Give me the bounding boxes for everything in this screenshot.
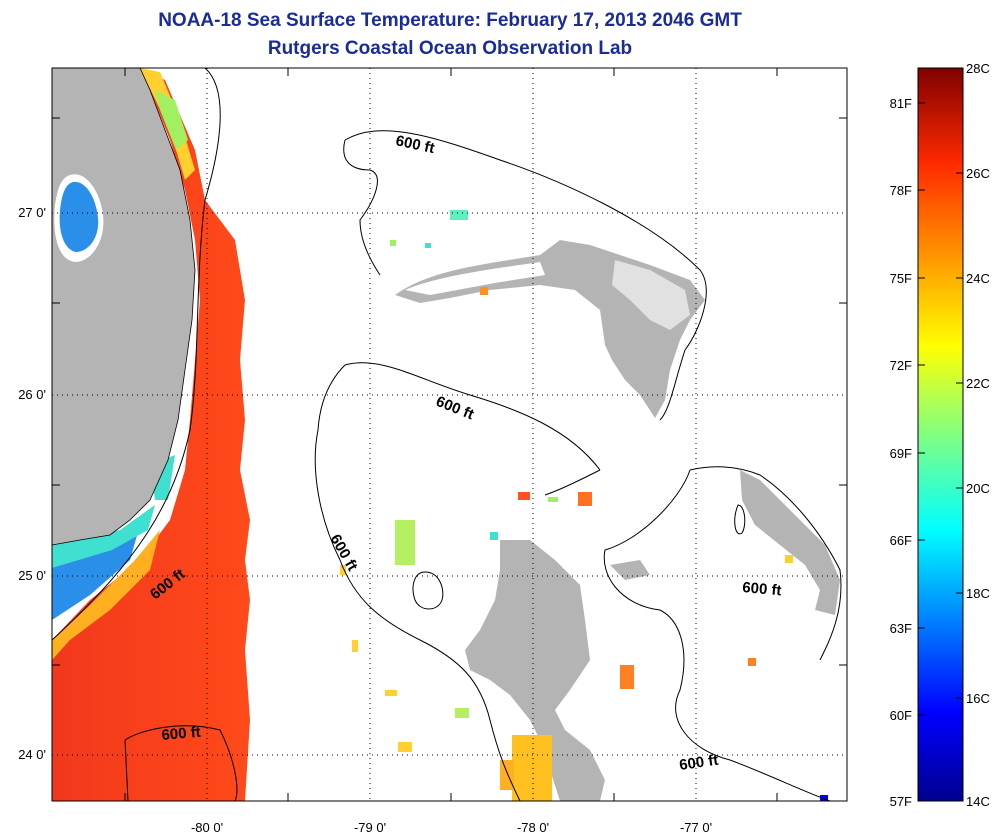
lat-tick-label: 27 0' bbox=[18, 205, 46, 220]
lon-tick-label: -77 0' bbox=[680, 820, 712, 835]
lon-tick-label: -78 0' bbox=[517, 820, 549, 835]
lon-tick-label: -80 0' bbox=[191, 820, 223, 835]
fahrenheit-label: 75F bbox=[890, 271, 912, 286]
fahrenheit-label: 66F bbox=[890, 533, 912, 548]
fahrenheit-label: 63F bbox=[890, 621, 912, 636]
frame-ticks bbox=[52, 68, 847, 801]
fahrenheit-label: 78F bbox=[890, 183, 912, 198]
fahrenheit-label: 72F bbox=[890, 358, 912, 373]
celsius-label: 16C bbox=[966, 691, 990, 706]
fahrenheit-label: 60F bbox=[890, 708, 912, 723]
eleuthera bbox=[740, 470, 840, 615]
celsius-label: 28C bbox=[966, 61, 990, 76]
lon-tick-label: -79 0' bbox=[354, 820, 386, 835]
600ft-contours bbox=[52, 68, 842, 801]
map-area: 600 ft 600 ft 600 ft 600 ft 600 ft 600 f… bbox=[52, 68, 847, 801]
fahrenheit-label: 69F bbox=[890, 446, 912, 461]
lat-tick-label: 26 0' bbox=[18, 387, 46, 402]
celsius-label: 18C bbox=[966, 586, 990, 601]
fahrenheit-label: 81F bbox=[890, 96, 912, 111]
celsius-label: 24C bbox=[966, 271, 990, 286]
celsius-label: 26C bbox=[966, 166, 990, 181]
contour-label: 600 ft bbox=[678, 752, 719, 774]
fahrenheit-label: 57F bbox=[890, 794, 912, 809]
lat-tick-label: 25 0' bbox=[18, 568, 46, 583]
andros-island bbox=[465, 540, 605, 801]
lat-tick-label: 24 0' bbox=[18, 747, 46, 762]
contour-label: 600 ft bbox=[742, 579, 783, 599]
celsius-label: 22C bbox=[966, 376, 990, 391]
map-title: NOAA-18 Sea Surface Temperature: Februar… bbox=[158, 10, 742, 31]
temperature-colorbar: 28C 26C 24C 22C 20C 18C 16C 14C 81F 78F … bbox=[890, 61, 990, 809]
celsius-label: 20C bbox=[966, 481, 990, 496]
map-frame bbox=[51, 67, 848, 802]
graticule bbox=[52, 68, 847, 801]
contour-label: 600 ft bbox=[161, 724, 202, 744]
map-subtitle: Rutgers Coastal Ocean Observation Lab bbox=[267, 38, 633, 59]
celsius-label: 14C bbox=[966, 794, 990, 809]
